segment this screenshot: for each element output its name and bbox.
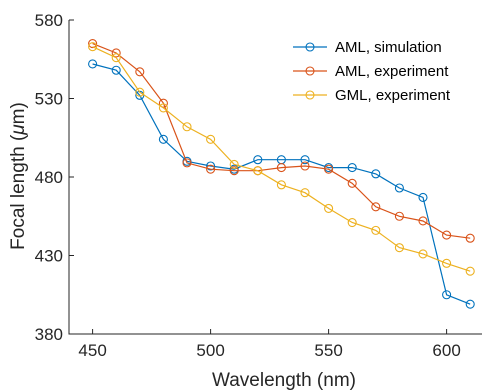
data-point <box>182 158 192 168</box>
legend-marker <box>305 66 315 76</box>
x-tick-label: 600 <box>432 341 460 360</box>
y-tick-label: 480 <box>35 168 63 187</box>
data-point <box>276 180 286 190</box>
series-line <box>92 63 471 305</box>
legend-marker <box>305 42 315 52</box>
data-point <box>371 169 381 179</box>
data-point <box>276 163 286 173</box>
series-layer <box>88 38 475 309</box>
data-point <box>394 211 404 221</box>
data-point <box>418 249 428 259</box>
data-point <box>88 59 98 69</box>
data-point <box>371 225 381 235</box>
series-line <box>92 46 471 272</box>
legend: AML, simulation AML, experiment GML, exper… <box>293 39 451 104</box>
y-tick-label: 530 <box>35 90 63 109</box>
data-point <box>135 67 145 77</box>
legend-label: AML, simulation <box>335 39 442 56</box>
y-tick-label: 580 <box>35 11 63 30</box>
data-point <box>88 38 98 49</box>
data-point <box>206 164 216 174</box>
data-point <box>418 192 428 202</box>
data-point <box>253 166 263 176</box>
data-point <box>206 134 216 144</box>
data-point <box>465 266 475 276</box>
data-point <box>347 178 357 188</box>
data-point <box>300 188 310 198</box>
data-point <box>442 258 452 268</box>
data-point <box>158 134 168 144</box>
y-tick-label: 430 <box>35 247 63 266</box>
legend-label: GML, experiment <box>335 87 451 104</box>
data-point <box>347 217 357 228</box>
data-point <box>229 166 239 176</box>
data-point <box>394 243 404 253</box>
y-axis-title-suffix: m) <box>8 102 29 124</box>
data-point <box>206 161 216 171</box>
data-point <box>442 230 452 240</box>
data-point <box>158 103 168 113</box>
axes: 450 500 550 600 380 430 480 530 580 <box>35 11 482 360</box>
series-3 <box>88 42 475 276</box>
x-axis-title: Wavelength (nm) <box>212 370 356 391</box>
data-point <box>347 163 357 173</box>
data-point <box>111 53 121 63</box>
data-point <box>465 299 475 309</box>
x-tick-label: 500 <box>196 341 224 360</box>
x-tick-label: 550 <box>314 341 342 360</box>
data-point <box>253 155 263 165</box>
x-tick-label: 450 <box>78 341 106 360</box>
data-point <box>324 203 334 213</box>
data-point <box>324 164 334 174</box>
y-axis-title-prefix: Focal length ( <box>8 134 29 250</box>
y-tick-label: 380 <box>35 325 63 344</box>
data-point <box>135 87 145 97</box>
data-point <box>418 216 428 226</box>
data-point <box>442 290 452 300</box>
data-point <box>300 155 310 165</box>
y-axis-title-mu: μ <box>8 124 29 136</box>
data-point <box>182 122 192 132</box>
data-point <box>88 42 98 52</box>
legend-marker <box>305 90 315 100</box>
data-point <box>300 161 310 171</box>
legend-label: AML, experiment <box>335 63 449 80</box>
data-point <box>111 65 121 75</box>
series-line <box>92 43 471 239</box>
data-point <box>229 159 239 169</box>
data-point <box>371 202 381 212</box>
data-point <box>394 183 404 193</box>
data-point <box>111 48 121 58</box>
y-axis-title: Focal length (μm) <box>8 102 29 250</box>
data-point <box>465 233 475 243</box>
